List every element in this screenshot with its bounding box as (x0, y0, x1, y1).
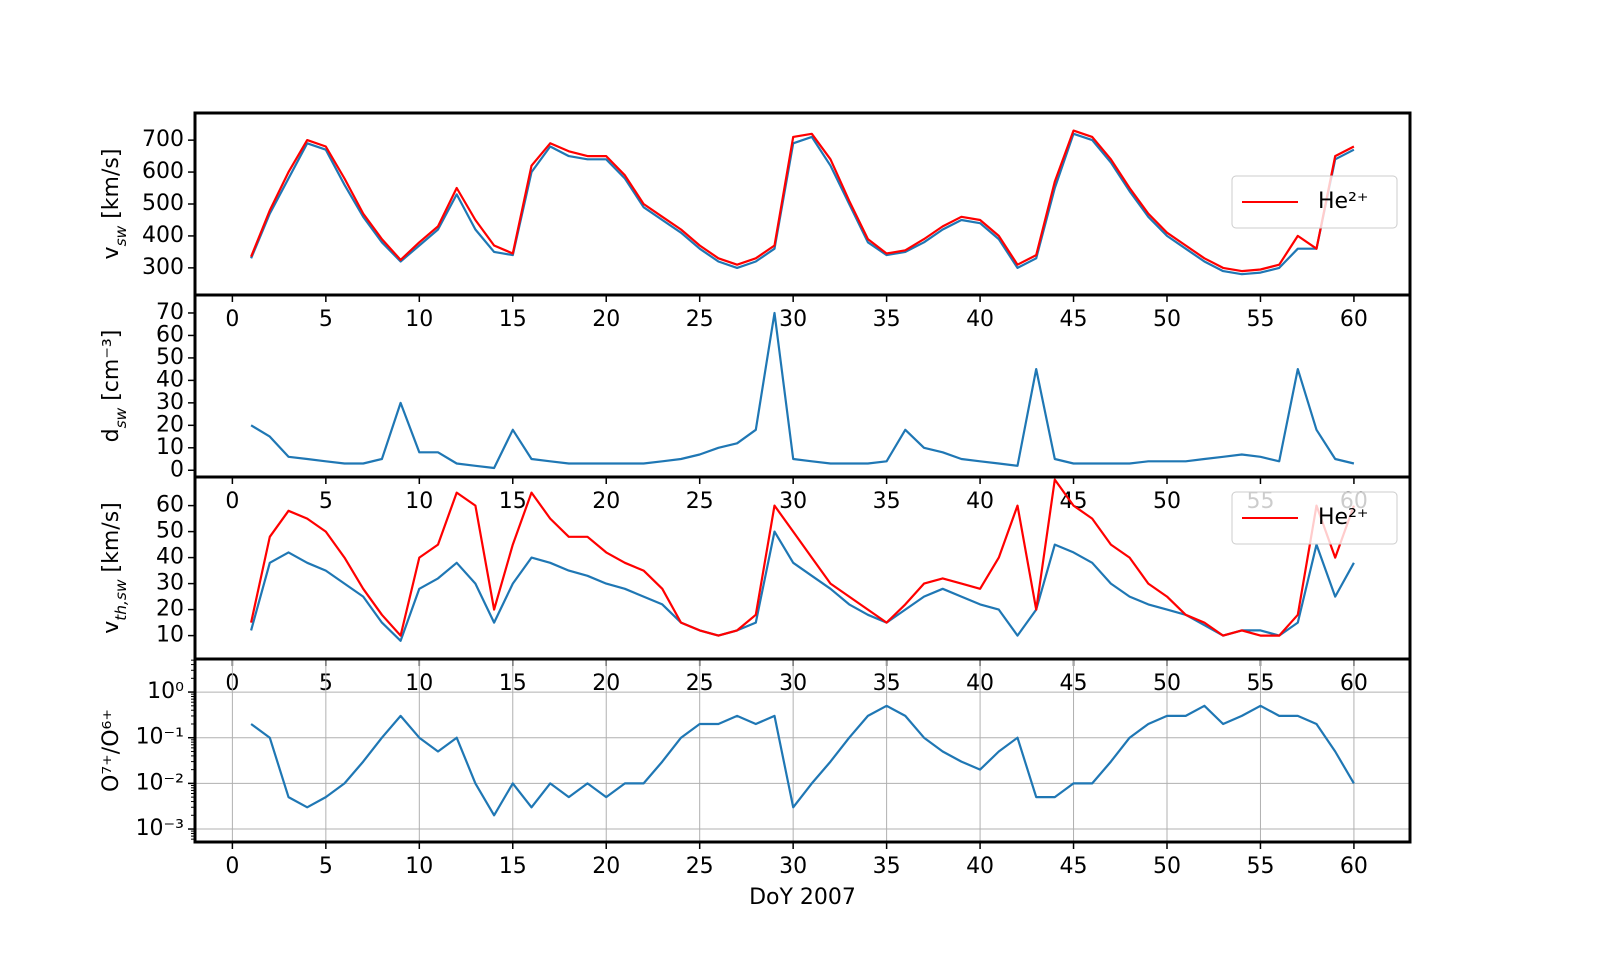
x-tick-label: 5 (319, 307, 333, 332)
y-tick-label: 30 (156, 390, 184, 415)
series-line (250, 132, 1355, 276)
x-tick-label: 35 (873, 489, 901, 514)
y-axis-label: dsw [cm⁻³] (99, 330, 130, 443)
y-tick-label: 40 (156, 367, 184, 392)
plot-area (250, 311, 1355, 470)
y-tick-label: 20 (156, 412, 184, 437)
x-tick-label: 15 (499, 307, 527, 332)
y-tick-label: 20 (156, 597, 184, 622)
x-tick-label: 30 (779, 489, 807, 514)
x-tick-label: 35 (873, 854, 901, 879)
series-line (250, 478, 1355, 637)
y-tick-label: 0 (170, 457, 184, 482)
x-tick-label: 20 (592, 489, 620, 514)
panel: 10⁻³ 10⁻² 10⁻¹ 10⁰ O⁷⁺/O⁶⁺ DoY 2007 (99, 657, 1412, 910)
x-tick-label: 55 (1246, 854, 1274, 879)
x-tick-label: 30 (779, 854, 807, 879)
x-tick-label: 25 (686, 489, 714, 514)
y-tick-label: 10⁻¹ (136, 725, 184, 750)
x-tick-label: 10 (405, 307, 433, 332)
x-tick-label: 5 (319, 854, 333, 879)
x-tick-label: 40 (966, 489, 994, 514)
x-tick-label: 55 (1246, 307, 1274, 332)
x-tick-label: 25 (686, 307, 714, 332)
y-tick-label: 40 (156, 545, 184, 570)
plot-area (250, 478, 1355, 642)
x-tick-label: 15 (499, 489, 527, 514)
y-tick-label: 10 (156, 435, 184, 460)
plot-area (250, 129, 1355, 276)
panel: 300 400 500 600 700 vsw [km/s] (99, 111, 1412, 302)
series-line (250, 129, 1355, 273)
x-tick-label: 20 (592, 854, 620, 879)
series-line (250, 530, 1355, 642)
x-tick-label: 50 (1153, 489, 1181, 514)
y-tick-label: 700 (142, 127, 184, 152)
legend-label: He²⁺ (1318, 189, 1369, 214)
x-tick-label: 25 (686, 854, 714, 879)
x-tick-label: 60 (1340, 854, 1368, 879)
x-tick-label: 50 (1153, 307, 1181, 332)
y-tick-label: 60 (156, 493, 184, 518)
axes-frame (193, 657, 1412, 844)
x-tick-label: 45 (1060, 307, 1088, 332)
x-axis-label: DoY 2007 (749, 885, 856, 910)
x-tick-label: 10 (405, 489, 433, 514)
x-tick-label: 45 (1060, 854, 1088, 879)
y-tick-label: 70 (156, 300, 184, 325)
y-axis-label: vsw [km/s] (99, 149, 130, 260)
x-tick-label: 5 (319, 489, 333, 514)
legend: He²⁺ (1231, 175, 1398, 229)
y-tick-label: 30 (156, 571, 184, 596)
x-tick-label: 20 (592, 307, 620, 332)
legend: He²⁺ (1231, 491, 1398, 545)
y-tick-label: 10 (156, 623, 184, 648)
y-axis-label: vth,sw [km/s] (99, 502, 130, 634)
series-line (250, 311, 1355, 470)
y-tick-label: 400 (142, 223, 184, 248)
plot-area (250, 704, 1355, 817)
x-tick-label: 0 (225, 307, 239, 332)
x-tick-label: 0 (225, 489, 239, 514)
y-tick-label: 10⁻² (136, 770, 184, 795)
x-tick-label: 0 (225, 854, 239, 879)
series-line (250, 704, 1355, 817)
x-tick-label: 40 (966, 854, 994, 879)
y-tick-label: 10⁻³ (136, 816, 184, 841)
y-tick-label: 50 (156, 345, 184, 370)
legend-box (1231, 491, 1398, 545)
y-axis-label: O⁷⁺/O⁶⁺ (99, 709, 124, 792)
y-tick-label: 60 (156, 322, 184, 347)
x-tick-label: 35 (873, 307, 901, 332)
legend-label: He²⁺ (1318, 505, 1369, 530)
x-tick-label: 40 (966, 307, 994, 332)
x-tick-label: 50 (1153, 854, 1181, 879)
y-tick-label: 600 (142, 159, 184, 184)
y-tick-label: 300 (142, 255, 184, 280)
x-tick-label: 15 (499, 854, 527, 879)
y-tick-label: 500 (142, 191, 184, 216)
y-tick-label: 50 (156, 519, 184, 544)
legend-box (1231, 175, 1398, 229)
x-tick-label: 30 (779, 307, 807, 332)
x-tick-label: 10 (405, 854, 433, 879)
x-tick-label: 60 (1340, 307, 1368, 332)
y-tick-label: 10⁰ (147, 679, 184, 704)
